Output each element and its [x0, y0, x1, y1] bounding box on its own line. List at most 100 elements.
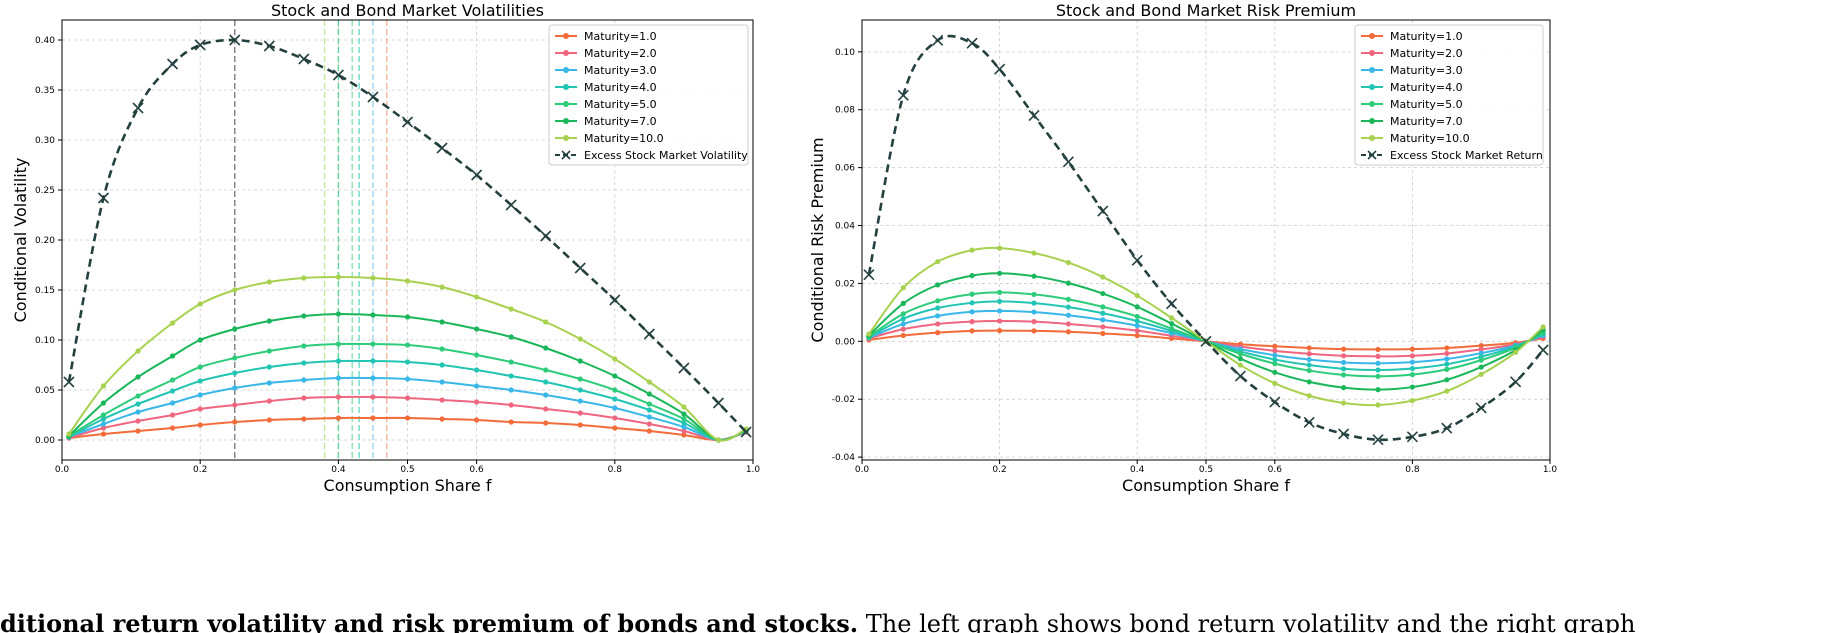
- data-point: [66, 431, 72, 437]
- data-point: [1406, 431, 1418, 443]
- data-point: [266, 279, 272, 285]
- data-point: [471, 169, 483, 181]
- data-point: [997, 270, 1003, 276]
- data-point: [197, 392, 203, 398]
- data-point: [263, 40, 275, 52]
- legend-label: Maturity=1.0: [1390, 30, 1463, 43]
- x-tick-label: 1.0: [746, 465, 761, 475]
- data-point: [994, 63, 1006, 75]
- data-point: [681, 416, 687, 422]
- data-point: [301, 343, 307, 349]
- data-point: [712, 397, 725, 409]
- data-point: [740, 426, 752, 438]
- y-tick-label: 0.04: [835, 222, 855, 232]
- legend-label: Excess Stock Market Volatility: [584, 149, 748, 162]
- data-point: [1031, 250, 1037, 256]
- data-point: [577, 336, 583, 342]
- data-point: [1341, 385, 1347, 391]
- data-point: [367, 91, 379, 103]
- data-point: [577, 398, 583, 404]
- data-point: [335, 274, 341, 280]
- data-point: [1272, 348, 1278, 354]
- data-point: [1100, 310, 1106, 316]
- data-point: [474, 367, 480, 373]
- data-point: [1510, 376, 1522, 388]
- data-point: [997, 308, 1003, 314]
- data-point: [969, 309, 975, 315]
- data-point: [1375, 360, 1381, 366]
- data-point: [1375, 346, 1381, 353]
- data-point: [100, 412, 107, 418]
- data-point: [197, 337, 203, 343]
- y-tick-label: 0.06: [835, 164, 855, 174]
- data-point: [474, 352, 480, 358]
- data-point: [969, 300, 975, 306]
- data-point: [935, 259, 941, 265]
- data-point: [612, 396, 618, 402]
- data-point: [1234, 370, 1246, 382]
- data-point: [1031, 328, 1037, 334]
- data-point: [404, 278, 411, 284]
- data-point: [1475, 402, 1487, 414]
- data-point: [266, 398, 272, 404]
- data-point: [1134, 304, 1140, 310]
- data-point: [166, 58, 179, 70]
- legend-entry: Excess Stock Market Return: [1361, 149, 1543, 162]
- data-point: [612, 405, 618, 411]
- y-tick-label: 0.20: [35, 236, 55, 246]
- data-point: [1513, 349, 1519, 355]
- data-point: [997, 245, 1003, 251]
- data-point: [900, 332, 906, 339]
- data-point: [1028, 109, 1040, 122]
- data-point: [508, 306, 514, 312]
- data-point: [1065, 329, 1071, 335]
- x-axis-label: Consumption Share f: [324, 476, 492, 495]
- data-point: [681, 411, 687, 417]
- data-point: [1097, 205, 1109, 217]
- y-tick-label: 0.30: [35, 136, 55, 146]
- data-point: [439, 379, 445, 385]
- data-point: [1372, 434, 1384, 446]
- data-point: [197, 406, 203, 412]
- data-point: [100, 416, 107, 422]
- data-point: [1169, 315, 1175, 321]
- x-tick-label: 0.6: [1268, 465, 1283, 475]
- y-tick-label: 0.10: [835, 48, 855, 58]
- y-axis-label: Conditional Risk Premium: [808, 137, 827, 342]
- data-point: [1444, 366, 1450, 372]
- data-point: [1134, 328, 1140, 334]
- figure-caption: ditional return volatility and risk prem…: [0, 612, 1835, 633]
- data-point: [1375, 367, 1381, 373]
- data-point: [969, 319, 975, 325]
- data-point: [1409, 353, 1415, 359]
- x-tick-label: 0.0: [55, 465, 70, 475]
- x-tick-label: 0.2: [992, 465, 1006, 475]
- data-point: [508, 359, 514, 365]
- reference-lines: [234, 20, 388, 460]
- data-point: [197, 422, 203, 428]
- data-point: [370, 415, 376, 421]
- legend-marker: [561, 150, 571, 160]
- data-point: [1134, 332, 1140, 339]
- data-point: [135, 374, 141, 380]
- data-point: [543, 392, 549, 398]
- data-point: [474, 326, 480, 332]
- data-point: [439, 362, 445, 368]
- legend-marker: [1369, 50, 1375, 56]
- series-group: [63, 34, 752, 443]
- data-point: [266, 318, 272, 324]
- data-point: [197, 378, 203, 384]
- data-point: [1409, 398, 1415, 404]
- data-point: [335, 341, 341, 347]
- data-point: [135, 401, 141, 407]
- series: [66, 311, 749, 443]
- x-tick-label: 0.4: [1130, 465, 1145, 475]
- data-point: [232, 402, 238, 408]
- data-point: [370, 341, 376, 347]
- data-point: [1478, 364, 1484, 370]
- legend-marker: [1369, 118, 1375, 124]
- data-point: [1065, 304, 1071, 310]
- data-point: [1306, 379, 1312, 385]
- series: [66, 341, 749, 443]
- data-point: [335, 394, 341, 400]
